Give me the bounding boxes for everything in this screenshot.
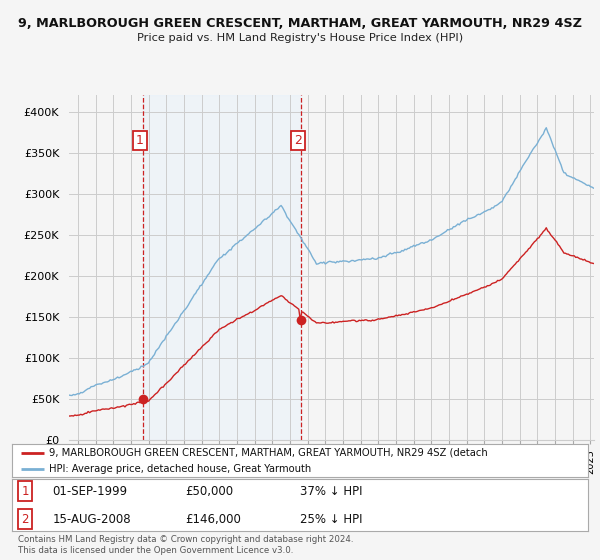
Text: 15-AUG-2008: 15-AUG-2008 <box>52 512 131 525</box>
Text: 01-SEP-1999: 01-SEP-1999 <box>52 485 127 498</box>
Bar <box>143 95 301 440</box>
Text: 1: 1 <box>136 134 144 147</box>
Text: 9, MARLBOROUGH GREEN CRESCENT, MARTHAM, GREAT YARMOUTH, NR29 4SZ (detach: 9, MARLBOROUGH GREEN CRESCENT, MARTHAM, … <box>49 448 488 458</box>
Text: HPI: Average price, detached house, Great Yarmouth: HPI: Average price, detached house, Grea… <box>49 464 311 474</box>
Text: 2: 2 <box>21 512 29 525</box>
Text: 25% ↓ HPI: 25% ↓ HPI <box>300 512 362 525</box>
Text: Contains HM Land Registry data © Crown copyright and database right 2024.
This d: Contains HM Land Registry data © Crown c… <box>18 535 353 555</box>
Text: Price paid vs. HM Land Registry's House Price Index (HPI): Price paid vs. HM Land Registry's House … <box>137 32 463 43</box>
Text: £50,000: £50,000 <box>185 485 233 498</box>
Text: 1: 1 <box>21 485 29 498</box>
Text: 9, MARLBOROUGH GREEN CRESCENT, MARTHAM, GREAT YARMOUTH, NR29 4SZ: 9, MARLBOROUGH GREEN CRESCENT, MARTHAM, … <box>18 17 582 30</box>
Text: 37% ↓ HPI: 37% ↓ HPI <box>300 485 362 498</box>
Text: 2: 2 <box>295 134 302 147</box>
Text: £146,000: £146,000 <box>185 512 241 525</box>
